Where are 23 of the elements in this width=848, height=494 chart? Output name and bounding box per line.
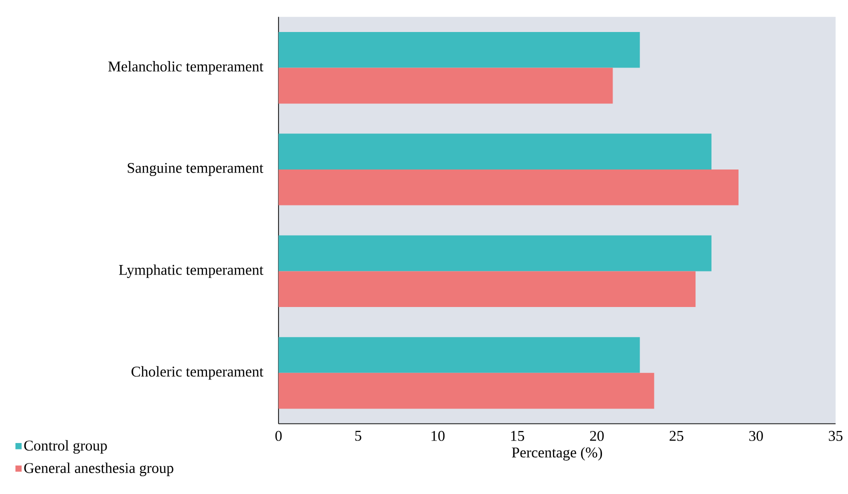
x-tick-label: 15 [511, 430, 524, 441]
bar [278, 133, 712, 170]
x-tick-label: 0 [275, 430, 282, 441]
x-tick-label: 35 [828, 430, 842, 441]
bar [278, 271, 696, 307]
x-tick-label: 20 [590, 430, 604, 441]
legend-label: Control group [24, 440, 107, 454]
y-tick-label: Lymphatic temperament [118, 264, 264, 278]
x-tick-label: 10 [432, 430, 445, 441]
bar [278, 32, 640, 68]
y-tick-label: Choleric temperament [132, 366, 264, 380]
bar [278, 68, 613, 104]
y-tick-label: Melancholic temperament [108, 60, 264, 74]
bar [278, 336, 640, 373]
x-tick-label: 25 [670, 430, 684, 441]
bar [278, 235, 712, 272]
x-tick-label: 5 [355, 430, 362, 441]
x-axis-title: Percentage (%) [512, 446, 602, 460]
bar [278, 372, 654, 409]
x-tick-label: 30 [749, 430, 763, 441]
y-tick-label: Sanguine temperament [128, 162, 264, 176]
bar [278, 169, 739, 206]
legend-label: General anesthesia group [24, 462, 174, 476]
